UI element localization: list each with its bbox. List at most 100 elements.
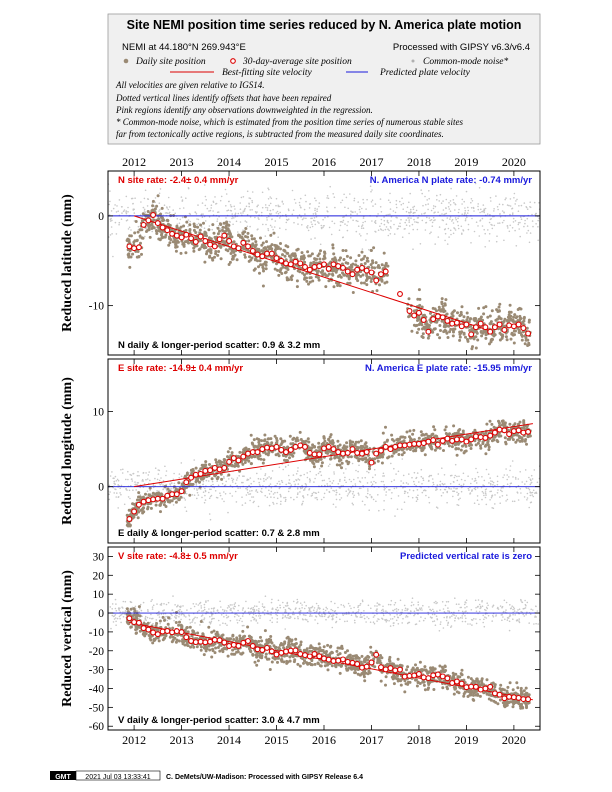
common-mode-point [411, 223, 414, 226]
common-mode-point [383, 500, 385, 502]
daily-point [422, 325, 426, 329]
daily-point [165, 218, 169, 222]
common-mode-point [438, 226, 441, 228]
common-mode-point [537, 239, 539, 242]
common-mode-point [314, 477, 316, 480]
common-mode-point [353, 197, 356, 200]
common-mode-point [474, 488, 477, 491]
avg30-point [268, 445, 275, 452]
avg30-point [311, 451, 318, 458]
common-mode-point [403, 492, 406, 495]
common-mode-point [455, 195, 458, 197]
common-mode-point [349, 193, 351, 195]
common-mode-point [315, 216, 318, 218]
avg30-point [164, 227, 171, 234]
common-mode-point [248, 203, 250, 205]
common-mode-point [362, 485, 364, 487]
common-mode-point [313, 491, 315, 494]
avg30-point [349, 271, 356, 278]
daily-point [482, 329, 486, 333]
daily-point [286, 268, 290, 271]
common-mode-point [506, 204, 509, 206]
common-mode-point [297, 467, 299, 469]
note-5: far from tectonically active regions, is… [116, 129, 444, 139]
daily-point [328, 435, 332, 439]
daily-point [495, 308, 499, 312]
common-mode-point [477, 203, 480, 205]
common-mode-point [389, 192, 391, 195]
common-mode-point [531, 213, 533, 216]
common-mode-point [389, 213, 391, 216]
common-mode-point [341, 199, 344, 202]
common-mode-point [145, 478, 147, 481]
daily-point [127, 508, 131, 512]
common-mode-point [254, 211, 257, 213]
common-mode-point [108, 214, 111, 216]
common-mode-point [170, 482, 173, 485]
common-mode-point [310, 238, 312, 240]
common-mode-point [335, 489, 338, 492]
avg30-point [525, 330, 532, 337]
common-mode-point [203, 501, 206, 504]
common-mode-point [497, 208, 499, 211]
common-mode-point [228, 220, 231, 223]
common-mode-point [120, 493, 122, 496]
daily-point [419, 446, 423, 450]
common-mode-point [339, 478, 341, 481]
common-mode-point [489, 196, 492, 199]
daily-point [456, 442, 460, 446]
common-mode-point [277, 205, 280, 208]
common-mode-point [235, 220, 238, 223]
daily-point [487, 448, 491, 452]
daily-point [505, 319, 509, 322]
avg30-point [235, 245, 242, 252]
common-mode-point [294, 202, 297, 204]
avg30-point [135, 501, 142, 508]
common-mode-point [457, 211, 460, 214]
avg30-point [368, 269, 375, 276]
common-mode-point [531, 494, 533, 496]
common-mode-point [261, 191, 264, 194]
common-mode-point [441, 482, 444, 485]
common-mode-point [127, 206, 129, 209]
common-mode-point [160, 482, 163, 485]
daily-point [362, 281, 366, 285]
avg30-point [254, 251, 261, 258]
common-mode-point [471, 217, 473, 220]
daily-point [309, 276, 313, 280]
daily-point [200, 463, 204, 467]
common-mode-point [455, 218, 458, 221]
daily-point [500, 336, 504, 340]
common-mode-point [361, 248, 364, 250]
daily-point [279, 247, 282, 251]
common-mode-point [418, 481, 420, 483]
common-mode-point [497, 222, 499, 224]
common-mode-point [343, 216, 345, 218]
common-mode-point [477, 208, 480, 211]
common-mode-point [172, 504, 175, 506]
daily-point [527, 341, 531, 345]
avg30-point [506, 322, 513, 329]
daily-point [468, 324, 472, 328]
avg30-point [202, 238, 209, 244]
common-mode-point [509, 213, 511, 216]
daily-point [507, 310, 511, 314]
common-mode-point [268, 204, 271, 207]
common-mode-point [248, 484, 250, 487]
common-mode-point [314, 197, 316, 199]
common-mode-point [481, 476, 483, 478]
daily-point [344, 249, 348, 253]
daily-point [364, 460, 368, 464]
daily-point [312, 465, 316, 469]
daily-point [147, 493, 151, 497]
common-mode-point [417, 217, 420, 219]
common-mode-point [245, 221, 248, 223]
common-mode-point [357, 201, 360, 203]
common-mode-point [121, 472, 124, 474]
daily-point [386, 438, 389, 442]
common-mode-point [475, 221, 478, 223]
daily-point [171, 240, 175, 244]
daily-point [151, 204, 155, 208]
daily-point [145, 230, 148, 233]
site-rate-text: N site rate: -2.4± 0.4 mm/yr [118, 175, 239, 186]
